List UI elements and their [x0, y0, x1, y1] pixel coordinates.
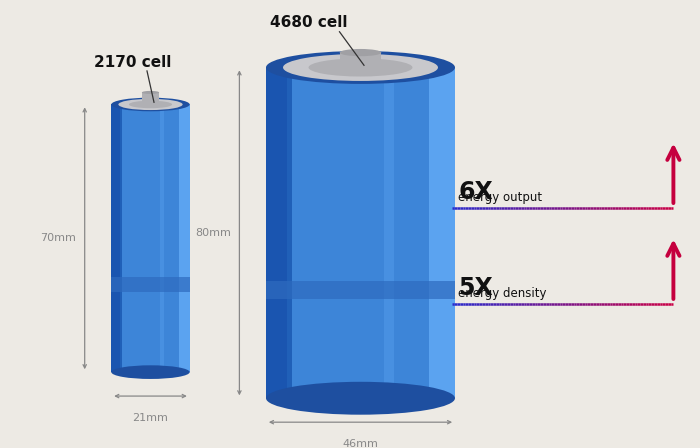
Bar — [266, 68, 455, 398]
Bar — [178, 104, 190, 372]
Bar — [428, 68, 455, 398]
Bar — [111, 104, 120, 372]
Text: 4680 cell: 4680 cell — [270, 16, 347, 30]
Ellipse shape — [142, 103, 159, 106]
Bar — [142, 92, 159, 104]
Ellipse shape — [340, 49, 382, 56]
Bar — [287, 68, 291, 398]
Ellipse shape — [111, 365, 190, 379]
Text: 5X: 5X — [458, 276, 493, 300]
Text: 6X: 6X — [458, 180, 493, 204]
Bar — [160, 104, 164, 372]
Bar — [340, 52, 382, 68]
Ellipse shape — [266, 382, 455, 415]
Ellipse shape — [111, 98, 190, 111]
Ellipse shape — [340, 64, 382, 71]
Bar — [266, 281, 455, 299]
Text: 46mm: 46mm — [342, 439, 379, 448]
Bar — [111, 277, 190, 292]
Text: energy output: energy output — [458, 176, 542, 204]
Bar — [111, 104, 190, 372]
Text: 70mm: 70mm — [41, 233, 76, 243]
Ellipse shape — [142, 91, 159, 94]
Ellipse shape — [283, 54, 438, 81]
Ellipse shape — [129, 101, 172, 108]
Text: energy density: energy density — [458, 271, 547, 300]
Bar — [266, 68, 287, 398]
Text: 2170 cell: 2170 cell — [94, 55, 172, 69]
Ellipse shape — [118, 99, 183, 110]
Text: 80mm: 80mm — [195, 228, 231, 238]
Bar — [120, 104, 122, 372]
Ellipse shape — [309, 58, 412, 77]
Bar — [384, 68, 393, 398]
Text: 21mm: 21mm — [132, 413, 169, 422]
Ellipse shape — [266, 51, 455, 84]
